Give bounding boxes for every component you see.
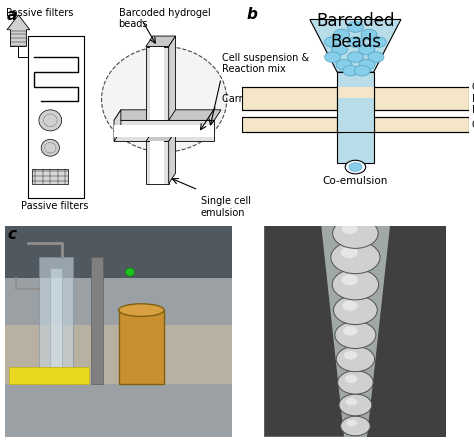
Circle shape bbox=[368, 52, 384, 62]
Circle shape bbox=[334, 29, 350, 40]
Bar bbox=[9, 367, 89, 384]
Circle shape bbox=[345, 375, 357, 383]
Bar bbox=[5, 325, 232, 384]
Text: Co-emulsion: Co-emulsion bbox=[323, 176, 388, 186]
Circle shape bbox=[335, 321, 376, 348]
Circle shape bbox=[325, 52, 341, 62]
Bar bbox=[264, 226, 447, 437]
Polygon shape bbox=[150, 47, 164, 120]
Polygon shape bbox=[337, 87, 374, 110]
Text: Carrier oil: Carrier oil bbox=[222, 94, 270, 104]
Circle shape bbox=[370, 37, 386, 47]
Circle shape bbox=[344, 351, 357, 360]
Circle shape bbox=[359, 60, 375, 70]
Circle shape bbox=[39, 110, 62, 131]
Polygon shape bbox=[367, 226, 447, 437]
Circle shape bbox=[337, 370, 373, 394]
Polygon shape bbox=[264, 226, 344, 437]
Text: Cell suspension &
Reaction mix: Cell suspension & Reaction mix bbox=[222, 52, 310, 74]
Polygon shape bbox=[169, 131, 175, 183]
Polygon shape bbox=[242, 87, 337, 110]
Text: Single cell
emulsion: Single cell emulsion bbox=[201, 196, 251, 218]
Bar bbox=[118, 310, 164, 384]
Polygon shape bbox=[146, 142, 169, 183]
Circle shape bbox=[334, 295, 377, 325]
Circle shape bbox=[342, 224, 358, 234]
Circle shape bbox=[336, 60, 352, 70]
Polygon shape bbox=[337, 110, 374, 132]
Circle shape bbox=[347, 37, 364, 47]
Circle shape bbox=[345, 160, 365, 174]
Polygon shape bbox=[114, 124, 214, 137]
Polygon shape bbox=[374, 87, 469, 110]
Circle shape bbox=[341, 247, 358, 258]
Text: Passive filters: Passive filters bbox=[21, 201, 89, 211]
Text: Cells in
Reaction
Mix: Cells in Reaction Mix bbox=[472, 82, 474, 115]
Text: Barcoded
Beads: Barcoded Beads bbox=[316, 12, 395, 51]
Bar bbox=[5, 226, 232, 278]
Text: Barcoded hydrogel
beads: Barcoded hydrogel beads bbox=[118, 7, 210, 29]
Text: Passive filters: Passive filters bbox=[6, 7, 73, 18]
Circle shape bbox=[343, 326, 357, 336]
Circle shape bbox=[339, 394, 372, 416]
Polygon shape bbox=[310, 19, 401, 72]
Polygon shape bbox=[114, 120, 214, 142]
Circle shape bbox=[325, 37, 341, 47]
Bar bbox=[91, 258, 103, 384]
Polygon shape bbox=[337, 98, 374, 110]
Text: b: b bbox=[246, 7, 257, 22]
Polygon shape bbox=[242, 117, 337, 132]
Text: c: c bbox=[7, 227, 16, 242]
Circle shape bbox=[332, 269, 379, 300]
Circle shape bbox=[346, 420, 357, 426]
Polygon shape bbox=[374, 117, 469, 132]
Circle shape bbox=[346, 398, 357, 406]
Circle shape bbox=[342, 301, 357, 311]
Bar bbox=[32, 169, 69, 183]
Circle shape bbox=[349, 163, 362, 171]
Polygon shape bbox=[146, 131, 175, 142]
Circle shape bbox=[347, 52, 364, 62]
Circle shape bbox=[331, 241, 380, 274]
Circle shape bbox=[41, 139, 59, 156]
Circle shape bbox=[331, 44, 347, 55]
Polygon shape bbox=[337, 132, 374, 163]
Polygon shape bbox=[7, 15, 30, 47]
Circle shape bbox=[354, 65, 370, 76]
Polygon shape bbox=[50, 268, 62, 384]
Polygon shape bbox=[146, 36, 175, 47]
Circle shape bbox=[336, 346, 374, 372]
Circle shape bbox=[341, 274, 358, 285]
Polygon shape bbox=[39, 258, 73, 384]
Circle shape bbox=[347, 22, 364, 32]
Ellipse shape bbox=[118, 304, 164, 317]
Circle shape bbox=[361, 29, 377, 40]
Polygon shape bbox=[114, 110, 221, 120]
Polygon shape bbox=[337, 72, 374, 98]
Polygon shape bbox=[150, 142, 164, 183]
Circle shape bbox=[343, 65, 359, 76]
Polygon shape bbox=[169, 36, 175, 120]
Ellipse shape bbox=[101, 47, 227, 152]
Circle shape bbox=[341, 416, 370, 436]
Polygon shape bbox=[114, 110, 121, 142]
Text: Oil: Oil bbox=[472, 120, 474, 130]
Text: a: a bbox=[7, 7, 17, 22]
Polygon shape bbox=[146, 47, 169, 120]
Circle shape bbox=[333, 218, 378, 248]
Circle shape bbox=[126, 268, 135, 277]
Circle shape bbox=[359, 44, 375, 55]
